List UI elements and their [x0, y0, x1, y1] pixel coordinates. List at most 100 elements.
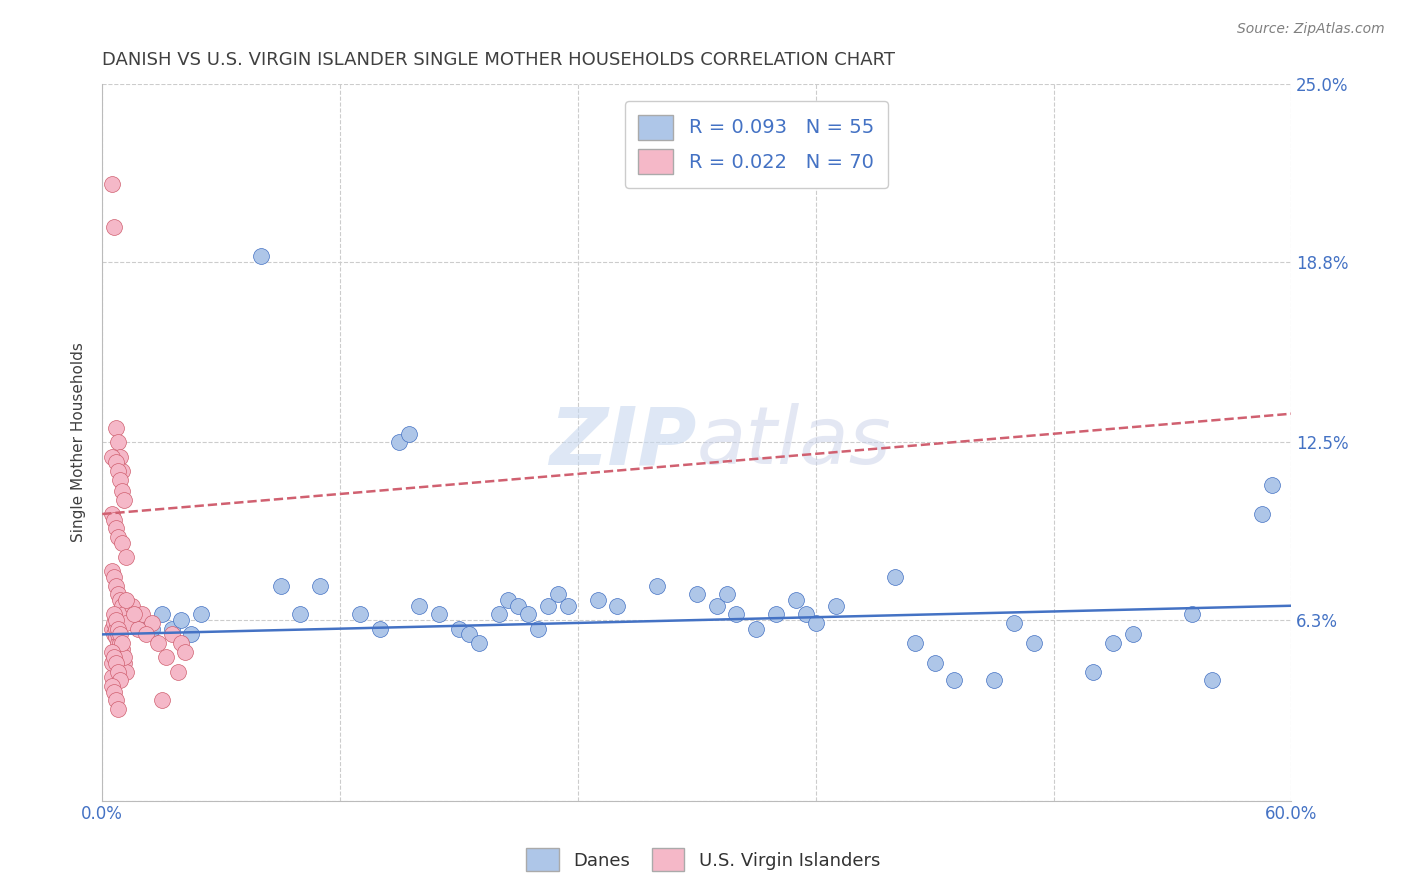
Point [103, 650, 125, 665]
Point [150, 693, 173, 707]
Point [170, 636, 193, 650]
Point [105, 421, 128, 435]
Point [349, 607, 371, 622]
Point [101, 679, 124, 693]
Text: DANISH VS U.S. VIRGIN ISLANDER SINGLE MOTHER HOUSEHOLDS CORRELATION CHART: DANISH VS U.S. VIRGIN ISLANDER SINGLE MO… [103, 51, 896, 69]
Point [108, 593, 131, 607]
Point [111, 650, 134, 665]
Point [249, 249, 271, 263]
Point [716, 587, 738, 601]
Point [141, 622, 163, 636]
Point [686, 587, 709, 601]
Text: Source: ZipAtlas.com: Source: ZipAtlas.com [1237, 22, 1385, 37]
Point [1102, 636, 1125, 650]
Point [108, 673, 131, 688]
Point [498, 593, 520, 607]
Point [101, 622, 124, 636]
Point [645, 579, 668, 593]
Point [107, 622, 129, 636]
Point [112, 650, 135, 665]
Legend: Danes, U.S. Virgin Islanders: Danes, U.S. Virgin Islanders [519, 841, 887, 879]
Point [1260, 478, 1282, 492]
Point [884, 570, 907, 584]
Point [904, 636, 927, 650]
Point [398, 426, 420, 441]
Point [111, 599, 134, 613]
Point [745, 622, 768, 636]
Point [170, 613, 193, 627]
Point [101, 670, 124, 684]
Point [824, 599, 846, 613]
Point [517, 607, 540, 622]
Point [103, 684, 125, 698]
Point [586, 593, 609, 607]
Point [111, 535, 134, 549]
Point [1201, 673, 1223, 688]
Point [107, 587, 129, 601]
Text: atlas: atlas [697, 403, 891, 482]
Point [457, 627, 479, 641]
Point [108, 644, 131, 658]
Point [131, 613, 153, 627]
Point [141, 615, 163, 630]
Point [388, 435, 411, 450]
Point [122, 607, 145, 622]
Point [290, 607, 312, 622]
Legend: R = 0.093   N = 55, R = 0.022   N = 70: R = 0.093 N = 55, R = 0.022 N = 70 [624, 101, 887, 188]
Point [270, 579, 292, 593]
Point [508, 599, 530, 613]
Point [107, 702, 129, 716]
Point [105, 455, 128, 469]
Point [101, 565, 124, 579]
Point [103, 513, 125, 527]
Point [309, 579, 332, 593]
Point [1022, 636, 1045, 650]
Point [112, 656, 135, 670]
Point [924, 656, 946, 670]
Point [115, 665, 138, 679]
Point [943, 673, 966, 688]
Point [101, 507, 124, 521]
Point [547, 587, 569, 601]
Point [112, 492, 135, 507]
Point [150, 607, 173, 622]
Point [111, 484, 134, 499]
Point [190, 607, 212, 622]
Point [105, 521, 128, 535]
Point [107, 627, 129, 641]
Point [101, 178, 124, 192]
Point [804, 615, 827, 630]
Point [127, 622, 149, 636]
Point [111, 641, 134, 656]
Point [107, 665, 129, 679]
Point [408, 599, 430, 613]
Point [166, 665, 188, 679]
Point [606, 599, 628, 613]
Point [115, 593, 138, 607]
Point [105, 693, 128, 707]
Point [557, 599, 579, 613]
Point [103, 627, 125, 641]
Point [160, 622, 183, 636]
Point [468, 636, 491, 650]
Point [112, 607, 135, 622]
Point [101, 656, 124, 670]
Point [108, 450, 131, 464]
Point [115, 549, 138, 564]
Point [146, 636, 169, 650]
Point [101, 450, 124, 464]
Point [115, 615, 138, 630]
Point [174, 644, 197, 658]
Point [121, 599, 143, 613]
Point [1122, 627, 1144, 641]
Point [135, 627, 157, 641]
Point [108, 473, 131, 487]
Point [427, 607, 450, 622]
Point [1250, 507, 1272, 521]
Point [983, 673, 1005, 688]
Point [105, 613, 128, 627]
Point [527, 622, 550, 636]
Point [447, 622, 470, 636]
Point [111, 636, 134, 650]
Point [794, 607, 817, 622]
